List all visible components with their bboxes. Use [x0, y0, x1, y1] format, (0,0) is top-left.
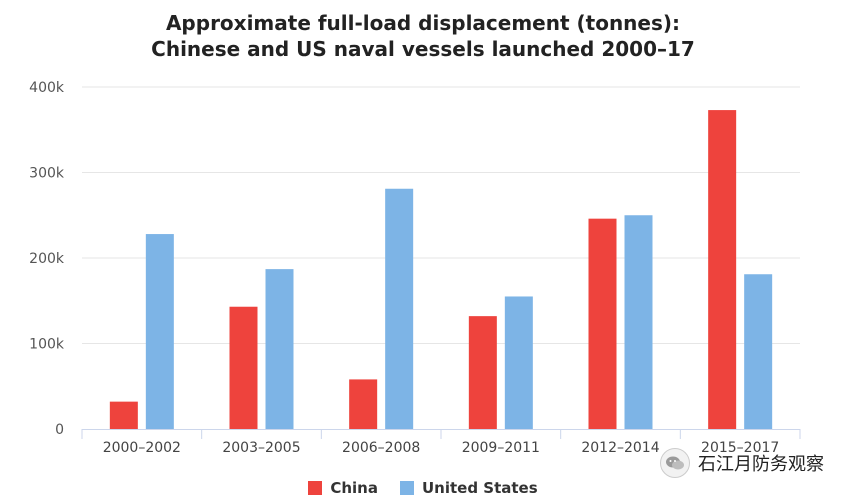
bar-china[interactable] — [349, 379, 378, 429]
x-tick-label: 2009–2011 — [462, 440, 540, 456]
gridlines — [82, 86, 800, 344]
bar-china[interactable] — [229, 306, 258, 429]
chart-title-line-1: Approximate full-load displacement (tonn… — [165, 11, 681, 35]
y-axis: 0 100k 200k 300k 400k — [29, 80, 65, 438]
bar-united-states[interactable] — [265, 269, 294, 429]
y-tick-label: 100k — [29, 337, 65, 353]
legend-swatch-china — [308, 481, 323, 495]
bar-united-states[interactable] — [624, 215, 653, 429]
bar-china[interactable] — [708, 110, 737, 430]
bars — [109, 110, 773, 430]
legend-item-united-states[interactable]: United States — [399, 479, 538, 497]
chart-title-line-2: Chinese and US naval vessels launched 20… — [151, 37, 695, 61]
bar-united-states[interactable] — [145, 234, 174, 429]
legend-swatch-united-states — [399, 481, 414, 495]
x-axis: 2000–2002 2003–2005 2006–2008 2009–2011 2012… — [81, 429, 801, 456]
watermark: 石江月防务观察 — [660, 448, 824, 478]
bar-china[interactable] — [468, 316, 497, 429]
legend-item-china[interactable]: China — [308, 479, 378, 497]
watermark-text: 石江月防务观察 — [698, 454, 824, 475]
x-tick-label: 2006–2008 — [342, 440, 420, 456]
legend: China United States — [0, 478, 846, 498]
wechat-logo-icon — [660, 448, 690, 478]
bar-united-states[interactable] — [744, 274, 773, 429]
y-tick-label: 0 — [55, 422, 64, 438]
y-tick-label: 400k — [29, 80, 65, 96]
bar-china[interactable] — [588, 218, 617, 429]
bar-united-states[interactable] — [385, 188, 414, 429]
legend-label-china: China — [330, 479, 378, 497]
bar-china[interactable] — [109, 401, 138, 429]
legend-label-united-states: United States — [421, 479, 538, 497]
x-tick-label: 2012–2014 — [581, 440, 659, 456]
x-tick-label: 2000–2002 — [103, 440, 181, 456]
x-tick-label: 2015–2017 — [701, 440, 779, 456]
chart-title: Approximate full-load displacement (tonn… — [0, 10, 846, 62]
x-tick-label: 2003–2005 — [222, 440, 300, 456]
y-tick-label: 300k — [29, 166, 65, 182]
bar-united-states[interactable] — [504, 296, 533, 429]
y-tick-label: 200k — [29, 251, 65, 267]
